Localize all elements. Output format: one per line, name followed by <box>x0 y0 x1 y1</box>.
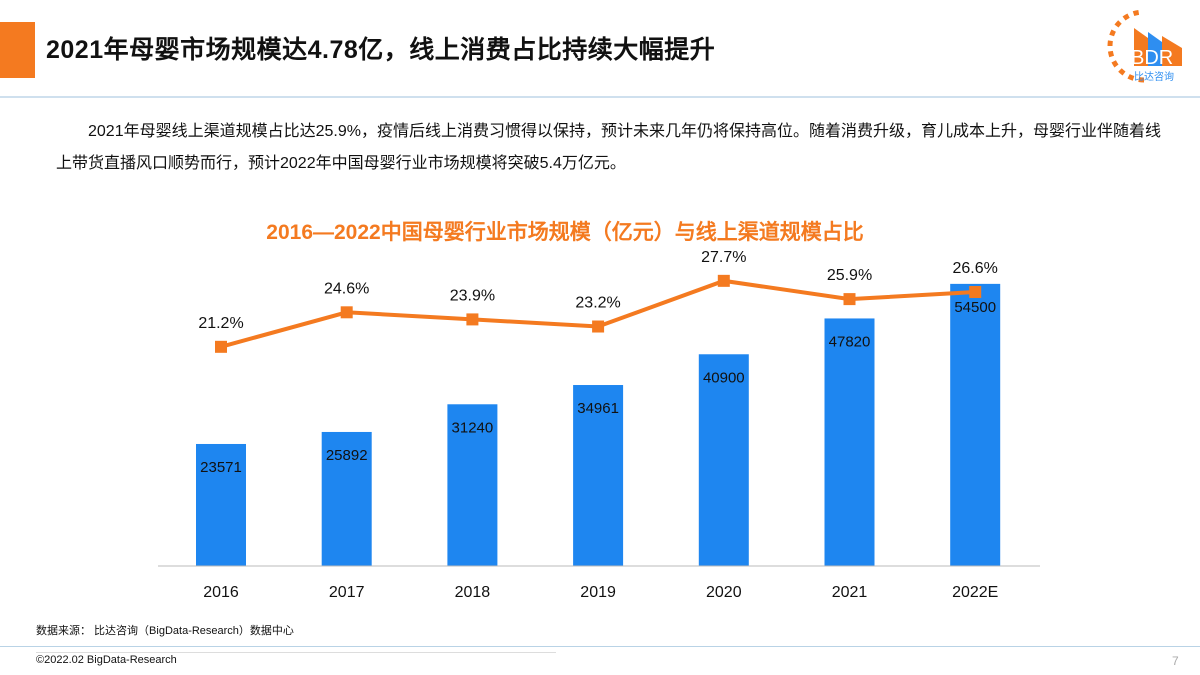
bar-value-label: 40900 <box>703 369 745 386</box>
bar <box>196 443 246 566</box>
data-source: 数据来源： 比达咨询（BigData-Research）数据中心 <box>36 625 294 637</box>
line-point <box>340 306 353 319</box>
bar-value-label: 31240 <box>452 419 494 436</box>
svg-text:BDR: BDR <box>1131 47 1173 69</box>
line-value-label: 25.9% <box>827 267 872 284</box>
line-point <box>843 293 856 306</box>
bar <box>950 283 1001 566</box>
x-tick-label: 2017 <box>329 584 365 601</box>
x-tick-label: 2020 <box>706 584 742 601</box>
line-value-label: 27.7% <box>701 249 746 266</box>
summary-paragraph: 2021年母婴线上渠道规模占比达25.9%，疫情后线上消费习惯得以保持，预计未来… <box>56 123 1161 172</box>
bar-value-label: 23571 <box>200 459 242 476</box>
page-number: 7 <box>1172 654 1179 668</box>
bar <box>698 354 749 566</box>
bar <box>824 318 875 566</box>
footer-divider <box>0 646 1200 647</box>
line-value-label: 23.9% <box>450 287 495 304</box>
bar <box>573 385 624 566</box>
bar-value-label: 47820 <box>829 333 871 350</box>
line-point <box>969 286 982 299</box>
page-title: 2021年母婴市场规模达4.78亿，线上消费占比持续大幅提升 <box>46 36 716 64</box>
bar-value-label: 54500 <box>954 299 996 316</box>
line-value-label: 21.2% <box>198 315 243 332</box>
x-tick-label: 2021 <box>832 584 868 601</box>
bar <box>321 431 372 566</box>
line-point <box>717 274 730 287</box>
line-point <box>466 313 479 326</box>
svg-text:比达咨询: 比达咨询 <box>1134 70 1174 83</box>
line-value-label: 26.6% <box>953 260 998 277</box>
line-value-label: 24.6% <box>324 280 369 297</box>
bdr-logo: BDR 比达咨询 <box>1107 9 1182 83</box>
x-tick-label: 2016 <box>203 584 239 601</box>
header-divider <box>0 96 1200 98</box>
x-tick-label: 2018 <box>455 584 491 601</box>
chart-title: 2016—2022中国母婴行业市场规模（亿元）与线上渠道规模占比 <box>266 221 864 244</box>
bar <box>447 404 498 566</box>
line-point <box>215 340 227 353</box>
footer-divider-short <box>36 652 556 653</box>
x-tick-label: 2022E <box>952 584 998 601</box>
copyright: ©2022.02 BigData-Research <box>36 654 177 666</box>
title-accent-bar <box>0 22 35 78</box>
line-point <box>592 320 605 333</box>
bar-value-label: 25892 <box>326 447 368 464</box>
bar-value-label: 34961 <box>577 400 619 417</box>
x-tick-label: 2019 <box>580 584 616 601</box>
line-value-label: 23.2% <box>575 295 620 312</box>
